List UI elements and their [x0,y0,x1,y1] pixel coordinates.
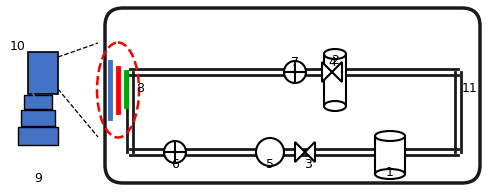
Polygon shape [295,142,305,162]
Circle shape [256,138,284,166]
Bar [375,136,405,174]
Text: 1: 1 [386,166,394,178]
Text: 2: 2 [331,53,339,66]
Text: 10: 10 [10,41,26,53]
Bar [28,52,58,94]
Text: 11: 11 [462,82,478,95]
Text: 8: 8 [136,82,144,95]
Text: 7: 7 [291,56,299,68]
Text: 9: 9 [34,171,42,184]
Circle shape [284,61,306,83]
Bar [18,127,58,145]
Polygon shape [305,142,315,162]
Bar [24,95,52,109]
Ellipse shape [375,131,405,141]
Ellipse shape [324,49,346,59]
Text: 5: 5 [266,159,274,171]
Text: 6: 6 [171,159,179,171]
Text: 4: 4 [328,56,336,68]
FancyBboxPatch shape [105,8,480,183]
Ellipse shape [324,101,346,111]
Polygon shape [332,62,342,82]
Bar [21,110,55,126]
Circle shape [164,141,186,163]
Ellipse shape [375,169,405,179]
Polygon shape [322,62,332,82]
Bar [324,54,346,106]
Text: 3: 3 [304,159,312,171]
